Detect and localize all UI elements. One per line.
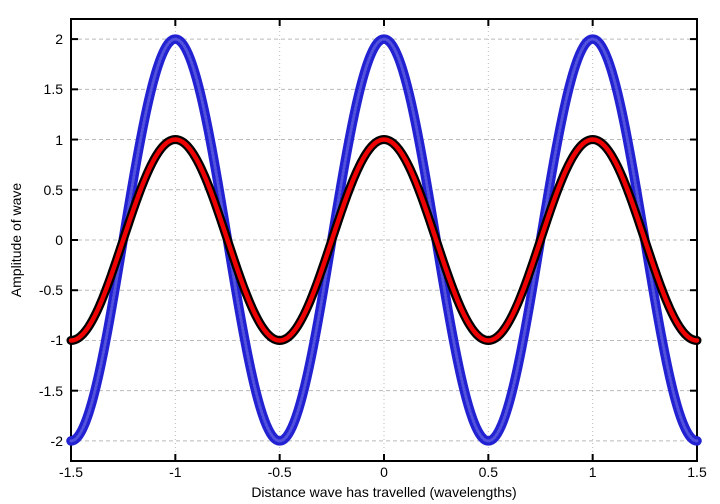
x-tick-label: 0 xyxy=(380,464,388,480)
x-tick-label: 1 xyxy=(588,464,597,480)
y-tick-label: -1.5 xyxy=(38,382,63,399)
y-tick-label: -0.5 xyxy=(38,282,63,299)
x-axis-title: Distance wave has travelled (wavelengths… xyxy=(251,484,517,500)
y-tick-label: -2 xyxy=(50,432,63,449)
y-tick-label: 1.5 xyxy=(43,81,63,98)
y-tick-label: 0.5 xyxy=(43,181,63,198)
y-tick-label: 2 xyxy=(55,31,63,48)
x-tick-label: -0.5 xyxy=(267,464,292,480)
x-tick-label: -1.5 xyxy=(58,464,84,480)
y-axis-title: Amplitude of wave xyxy=(8,182,24,298)
y-tick-label: 0 xyxy=(55,232,63,248)
x-tick-label: 0.5 xyxy=(478,464,499,480)
x-tick-label: 1.5 xyxy=(687,464,707,480)
y-tick-label: -1 xyxy=(50,332,63,349)
y-tick-label: 1 xyxy=(55,131,63,148)
x-tick-label: -1 xyxy=(169,464,182,480)
